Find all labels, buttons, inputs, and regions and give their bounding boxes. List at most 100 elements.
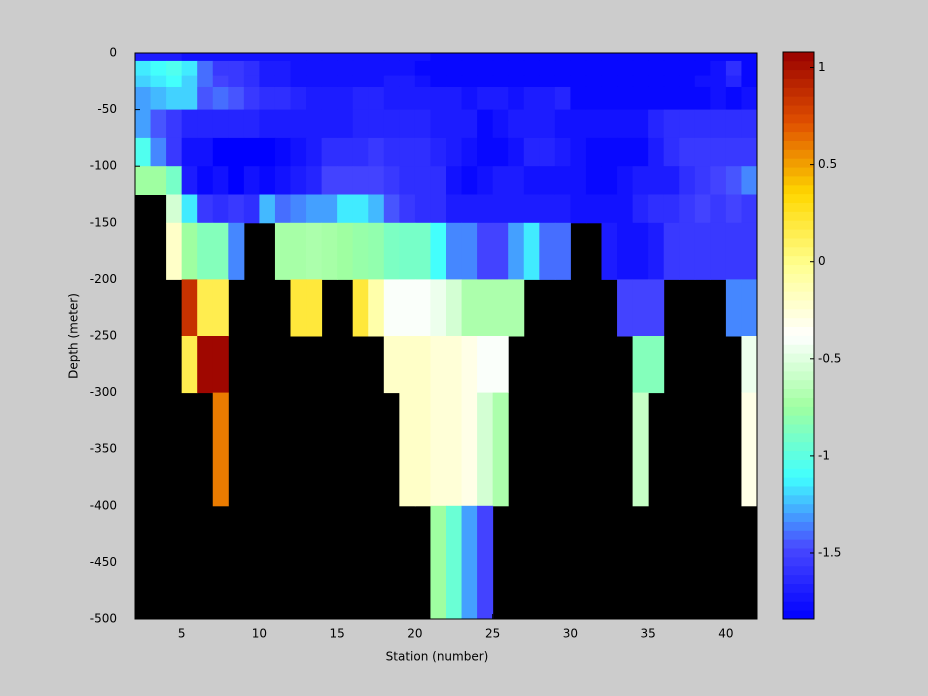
- heat-cell: [259, 109, 276, 139]
- colorbar-swatch: [783, 122, 814, 133]
- heat-cell: [306, 222, 323, 280]
- heat-cell: [477, 60, 494, 77]
- heat-cell: [228, 75, 245, 88]
- colorbar-swatch: [783, 486, 814, 496]
- heat-cell: [166, 222, 183, 280]
- heat-cell: [617, 166, 634, 195]
- heat-cell: [601, 137, 618, 167]
- heat-cell: [212, 60, 229, 77]
- heat-cell: [166, 60, 183, 77]
- heat-cell: [306, 60, 323, 77]
- heat-cell: [663, 60, 680, 77]
- heat-cell: [477, 53, 494, 62]
- heat-cell: [212, 53, 229, 62]
- heat-cell: [321, 166, 338, 195]
- heat-cell: [383, 194, 400, 224]
- heat-cell: [197, 336, 214, 394]
- heat-cell: [399, 53, 416, 62]
- heat-cell: [414, 392, 431, 507]
- heat-cell: [290, 60, 307, 77]
- heat-cell: [337, 109, 354, 139]
- heat-cell: [352, 86, 369, 111]
- heat-cell: [725, 166, 742, 195]
- colorbar-swatch: [783, 264, 814, 274]
- heat-cell: [648, 137, 665, 167]
- heat-cell: [710, 109, 727, 139]
- heat-cell: [632, 75, 649, 88]
- heat-cell: [181, 86, 198, 111]
- heat-cell: [679, 137, 696, 167]
- heat-cell: [461, 75, 478, 88]
- heat-cell: [694, 75, 711, 88]
- heat-cell: [554, 60, 571, 77]
- colorbar-frame: [782, 51, 815, 620]
- heat-cell: [212, 392, 229, 507]
- heat-cell: [492, 222, 509, 280]
- heat-cell: [290, 279, 307, 337]
- heat-cell: [570, 166, 587, 195]
- heat-cell: [461, 53, 478, 62]
- colorbar-swatch: [783, 273, 814, 283]
- heat-cell: [166, 75, 183, 88]
- colorbar-swatch: [783, 140, 814, 150]
- heat-cell: [492, 53, 509, 62]
- heat-cell: [585, 86, 602, 111]
- y-tick-label: -500: [90, 612, 117, 626]
- heat-cell: [446, 194, 463, 224]
- heat-cell: [228, 194, 245, 224]
- heat-cell: [461, 505, 478, 620]
- heat-cell: [477, 75, 494, 88]
- colorbar-tick-label: 0.5: [818, 157, 837, 171]
- heat-cell: [601, 53, 618, 62]
- heat-cell: [446, 137, 463, 167]
- heat-cell: [321, 222, 338, 280]
- heat-cell: [430, 505, 447, 620]
- heat-cell: [648, 279, 665, 337]
- heat-cell: [430, 53, 447, 62]
- heat-cell: [306, 86, 323, 111]
- heat-cell: [274, 166, 291, 195]
- heat-cell: [150, 60, 167, 77]
- heat-cell: [570, 53, 587, 62]
- heat-cell: [135, 60, 152, 77]
- y-tick-label: 0: [109, 46, 117, 60]
- colorbar-swatch: [783, 450, 814, 460]
- colorbar-tick-label: 1: [818, 60, 826, 74]
- heat-cell: [632, 53, 649, 62]
- heat-cell: [679, 75, 696, 88]
- heat-cell: [492, 75, 509, 88]
- heat-cell: [243, 75, 260, 88]
- colorbar-swatch: [783, 131, 814, 141]
- heat-cell: [523, 53, 540, 62]
- colorbar-swatch: [783, 592, 814, 602]
- heat-cell: [290, 75, 307, 88]
- heat-cell: [212, 109, 229, 139]
- heat-cell: [228, 60, 245, 77]
- heat-cell: [461, 86, 478, 111]
- heat-cell: [632, 109, 649, 139]
- heat-cell: [212, 86, 229, 111]
- heat-cell: [648, 222, 665, 280]
- heat-cell: [601, 194, 618, 224]
- heat-cell: [617, 194, 634, 224]
- heat-cell: [617, 86, 634, 111]
- heat-cell: [477, 222, 494, 280]
- heat-cell: [741, 166, 758, 195]
- heat-cell: [508, 53, 525, 62]
- colorbar-swatch: [783, 574, 814, 584]
- heat-cell: [585, 109, 602, 139]
- heat-cell: [523, 75, 540, 88]
- heat-cell: [243, 194, 260, 224]
- heat-cell: [617, 137, 634, 167]
- heat-cell: [523, 222, 540, 280]
- heat-cell: [399, 86, 416, 111]
- heat-cell: [725, 222, 742, 280]
- heat-cell: [648, 53, 665, 62]
- heat-cell: [368, 60, 385, 77]
- colorbar-swatch: [783, 397, 814, 407]
- heat-cell: [617, 279, 634, 337]
- heat-cell: [477, 194, 494, 224]
- heat-cell: [290, 137, 307, 167]
- heat-cell: [648, 166, 665, 195]
- x-tick-label: 25: [485, 627, 500, 641]
